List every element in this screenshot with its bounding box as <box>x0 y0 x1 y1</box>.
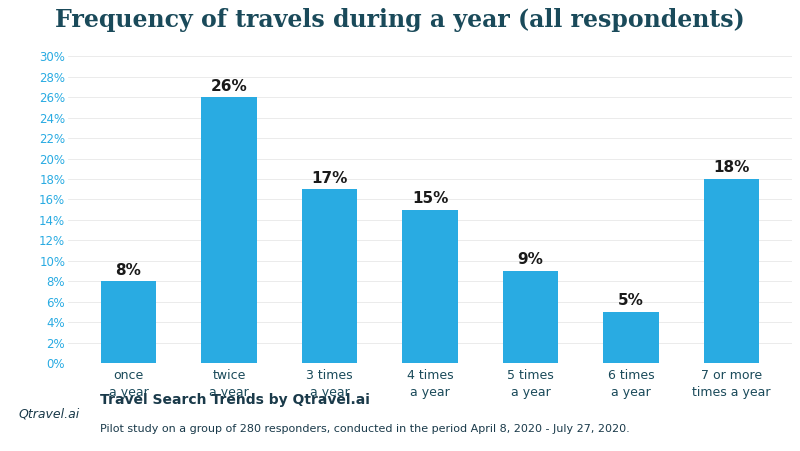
Text: 26%: 26% <box>210 78 247 94</box>
Text: Qtravel.ai: Qtravel.ai <box>19 407 80 420</box>
Text: 15%: 15% <box>412 191 448 206</box>
Text: Frequency of travels during a year (all respondents): Frequency of travels during a year (all … <box>55 8 745 32</box>
Bar <box>503 271 558 363</box>
Bar <box>603 312 658 363</box>
Text: Travel Search Trends by Qtravel.ai: Travel Search Trends by Qtravel.ai <box>100 393 370 407</box>
Text: Pilot study on a group of 280 responders, conducted in the period April 8, 2020 : Pilot study on a group of 280 responders… <box>100 423 630 434</box>
Bar <box>402 210 458 363</box>
Text: 5%: 5% <box>618 293 644 308</box>
Text: 9%: 9% <box>518 253 543 267</box>
Bar <box>101 281 156 363</box>
Bar <box>302 189 357 363</box>
Bar <box>704 179 759 363</box>
Bar <box>202 97 257 363</box>
Text: 18%: 18% <box>714 161 750 175</box>
Text: 17%: 17% <box>311 170 348 186</box>
Text: 8%: 8% <box>116 262 142 278</box>
